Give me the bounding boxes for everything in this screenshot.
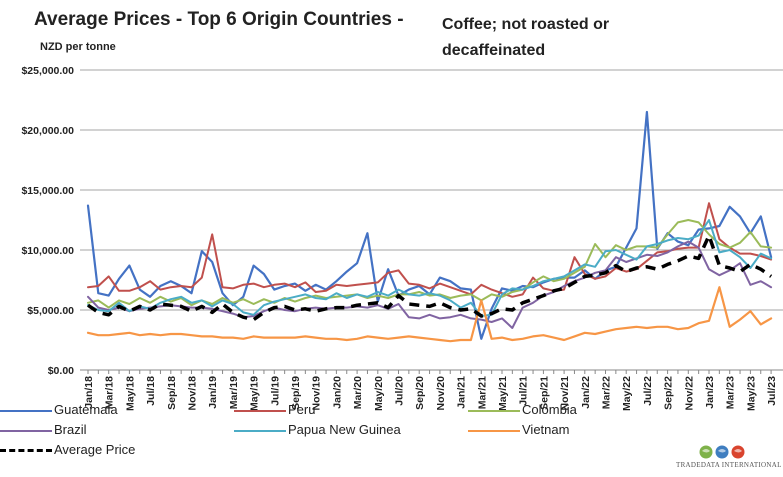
x-tick-label: Sep/18 [166,376,178,410]
legend-swatch [234,429,286,432]
x-tick-label: May/21 [497,376,509,411]
x-tick-label: Mar/23 [725,376,737,409]
x-tick-label: Mar/21 [476,376,488,409]
series-line-guatemala [86,110,773,340]
legend-label: Papua New Guinea [288,422,401,437]
y-tick-label: $5,000.00 [27,305,74,317]
globe-dots-icon [699,445,745,459]
x-tick-label: Jul/18 [145,376,157,406]
x-tick-label: Jan/21 [456,376,468,409]
x-tick-label: Mar/22 [601,376,613,409]
legend-item-peru: Peru [234,403,315,417]
x-tick-label: May/18 [124,376,136,411]
legend-swatch [0,409,52,412]
tradedata-logo: TRADEDATA INTERNATIONAL [676,444,781,476]
legend-item-colombia: Colombia [468,403,577,417]
x-tick-label: Nov/22 [683,376,695,411]
legend-swatch [468,409,520,412]
legend-item-vietnam: Vietnam [468,423,569,437]
y-tick-label: $20,000.00 [21,125,74,137]
legend-swatch [468,429,520,432]
x-tick-label: Sep/20 [414,376,426,410]
y-tick-label: $10,000.00 [21,245,74,257]
chart-title: Average Prices - Top 6 Origin Countries … [34,9,404,30]
x-tick-label: Jan/19 [207,376,219,409]
legend-label: Average Price [54,442,136,457]
chart-subtitle: Coffee; not roasted or decaffeinated [442,16,610,59]
legend-item-papua-new-guinea: Papua New Guinea [234,423,401,437]
series-lines [86,110,773,343]
legend-item-brazil: Brazil [0,423,87,437]
series-line-peru [87,202,773,298]
x-tick-label: Nov/18 [187,376,199,411]
legend-label: Guatemala [54,402,118,417]
gridlines [80,69,783,371]
x-tick-label: Nov/19 [311,376,323,411]
x-tick-label: Mar/18 [104,376,116,409]
x-tick-label: May/22 [621,376,633,411]
legend-swatch [0,429,52,432]
x-tick-label: Mar/19 [228,376,240,409]
x-tick-label: Jan/18 [83,376,95,409]
logo-text: TRADEDATA INTERNATIONAL [676,461,782,469]
series-line-papua-new-guinea [87,219,773,317]
x-tick-label: Jul/22 [642,376,654,406]
x-tick-label: Sep/21 [538,376,550,410]
y-tick-label: $15,000.00 [21,185,74,197]
x-tick-label: Sep/19 [290,376,302,410]
legend-label: Vietnam [522,422,570,437]
x-axis [87,370,772,374]
x-tick-label: Mar/20 [352,376,364,409]
legend-label: Brazil [54,422,87,437]
series-line-vietnam [86,286,773,343]
x-tick-label: Sep/22 [663,376,675,410]
x-tick-label: May/19 [249,376,261,411]
x-tick-label: Jan/22 [580,376,592,409]
x-axis-tick-labels: Jan/18 Mar/18 May/18 Jul/18 Sep/18 Nov/18 Jan/… [83,376,778,411]
series-line-brazil [87,240,773,329]
x-tick-label: May/20 [373,376,385,411]
x-tick-label: Jan/23 [704,376,716,409]
y-tick-label: $25,000.00 [21,65,74,77]
x-tick-label: Jul/23 [766,376,778,406]
y-tick-label: $0.00 [48,365,74,377]
x-tick-label: Jul/20 [394,376,406,406]
x-tick-label: Nov/21 [559,376,571,411]
x-tick-label: Jan/20 [331,376,343,409]
legend-swatch [234,409,286,412]
x-tick-label: Nov/20 [435,376,447,411]
y-axis-unit-label: NZD per tonne [40,41,116,53]
legend-item-average-price: Average Price [0,443,135,457]
legend-item-guatemala: Guatemala [0,403,118,417]
legend-label: Peru [288,402,316,417]
series-line-average-price [86,233,773,322]
x-tick-label: Jul/21 [518,376,530,406]
legend-label: Colombia [522,402,577,417]
y-axis-tick-labels: $0.00 $5,000.00 $10,000.00 $15,000.00 $20,00… [21,65,74,377]
legend-swatch [0,449,52,453]
x-tick-label: May/23 [745,376,757,411]
x-tick-label: Jul/19 [269,376,281,406]
